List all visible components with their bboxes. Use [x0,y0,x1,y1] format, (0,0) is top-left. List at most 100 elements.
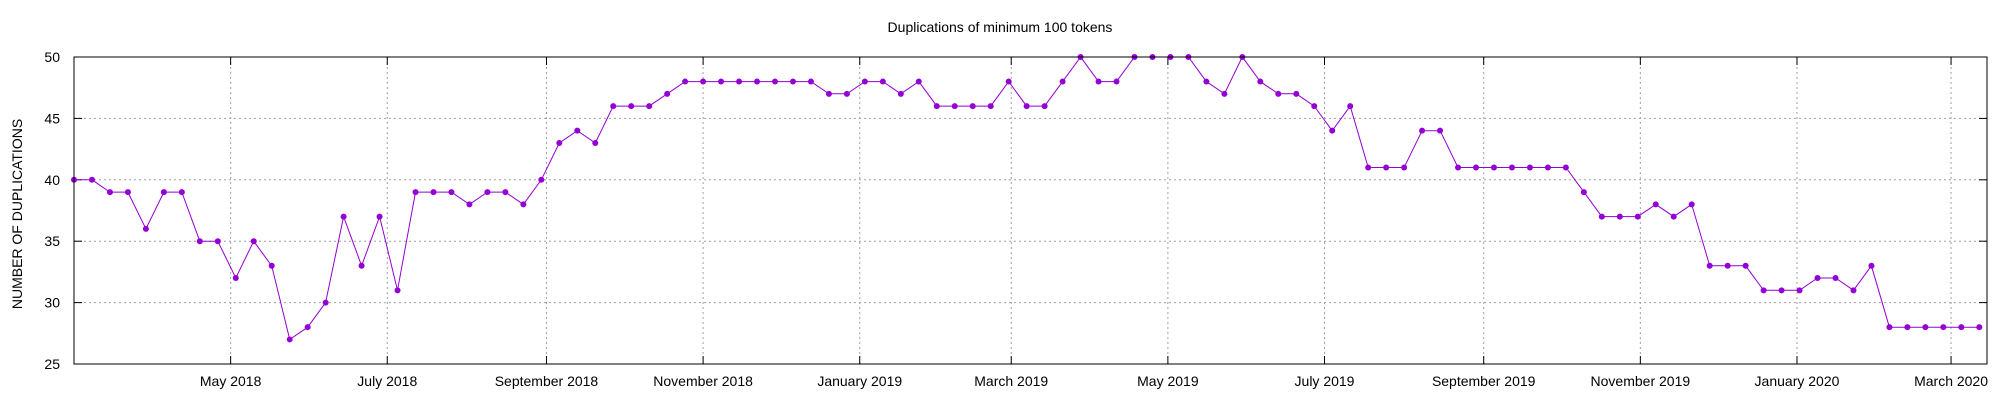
data-point [700,78,707,85]
data-point [1095,78,1102,85]
data-point [88,176,95,183]
data-point [1221,90,1228,97]
data-point [196,238,203,245]
data-point [232,275,239,282]
data-point [825,90,832,97]
x-tick-label: September 2018 [495,373,599,389]
data-point [1383,164,1390,171]
x-axis: May 2018 July 2018 September 2018 November … [200,57,1988,389]
data-point [1203,78,1210,85]
data-point [987,103,994,110]
data-point [718,78,725,85]
chart-title: Duplications of minimum 100 tokens [888,19,1113,35]
data-point [268,262,275,269]
data-point [1401,164,1408,171]
data-point [538,176,545,183]
data-point [682,78,689,85]
x-tick-label: January 2019 [817,373,902,389]
data-point [1922,324,1929,331]
data-point [1670,213,1677,220]
data-point [178,189,185,196]
data-point [1508,164,1515,171]
data-point [160,189,167,196]
data-point [1544,164,1551,171]
data-point [1814,275,1821,282]
data-point [1832,275,1839,282]
data-point [1850,287,1857,294]
x-tick-label: November 2018 [653,373,753,389]
data-point [430,189,437,196]
data-point [951,103,958,110]
data-point [502,189,509,196]
x-tick-label: January 2020 [1755,373,1840,389]
data-point [304,324,311,331]
x-tick-label: July 2019 [1295,373,1355,389]
data-point [1113,78,1120,85]
data-point [1976,324,1983,331]
data-point [1958,324,1965,331]
data-point [1580,189,1587,196]
data-point [897,90,904,97]
data-point [915,78,922,85]
data-point [1724,262,1731,269]
x-tick-label: May 2019 [1137,373,1199,389]
data-point [358,262,365,269]
data-point [520,201,527,208]
data-point [1526,164,1533,171]
data-point [772,78,779,85]
data-point [484,189,491,196]
data-point [1365,164,1372,171]
data-point [1005,78,1012,85]
x-tick-label: March 2019 [974,373,1048,389]
data-point [1473,164,1480,171]
data-point [1688,201,1695,208]
series-line [74,56,1980,341]
plot-frame [73,56,1988,365]
data-point [843,90,850,97]
data-point [969,103,976,110]
y-tick-label: 45 [44,110,60,126]
y-axis-label: NUMBER OF DUPLICATIONS [9,119,25,309]
data-point [1419,127,1426,134]
data-point [1742,262,1749,269]
data-point [1437,127,1444,134]
x-tick-label: March 2020 [1914,373,1988,389]
data-point [1940,324,1947,331]
data-point [376,213,383,220]
data-point [214,238,221,245]
data-point [556,139,563,146]
data-point [1634,213,1641,220]
data-point [664,90,671,97]
data-point [250,238,257,245]
data-point [628,103,635,110]
x-tick-label: November 2019 [1591,373,1691,389]
data-point [1886,324,1893,331]
data-point [1059,78,1066,85]
data-point [412,189,419,196]
data-point [1598,213,1605,220]
data-point [1041,103,1048,110]
data-point [1293,90,1300,97]
data-point [610,103,617,110]
data-point [340,213,347,220]
data-point [142,225,149,232]
data-point [124,189,131,196]
data-point [789,78,796,85]
x-tick-label: September 2019 [1432,373,1536,389]
data-point [1796,287,1803,294]
y-tick-label: 40 [44,172,60,188]
data-point [1778,287,1785,294]
data-point [1347,103,1354,110]
data-point [106,189,113,196]
data-point [1023,103,1030,110]
data-point [394,287,401,294]
data-point [736,78,743,85]
data-point [1652,201,1659,208]
data-point [646,103,653,110]
data-point [1455,164,1462,171]
data-point [861,78,868,85]
data-point [1311,103,1318,110]
x-tick-label: May 2018 [200,373,262,389]
data-point [879,78,886,85]
